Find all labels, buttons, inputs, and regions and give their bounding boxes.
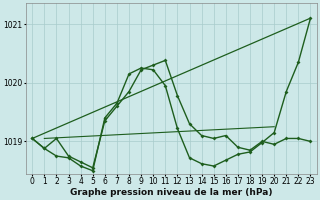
X-axis label: Graphe pression niveau de la mer (hPa): Graphe pression niveau de la mer (hPa) — [70, 188, 273, 197]
